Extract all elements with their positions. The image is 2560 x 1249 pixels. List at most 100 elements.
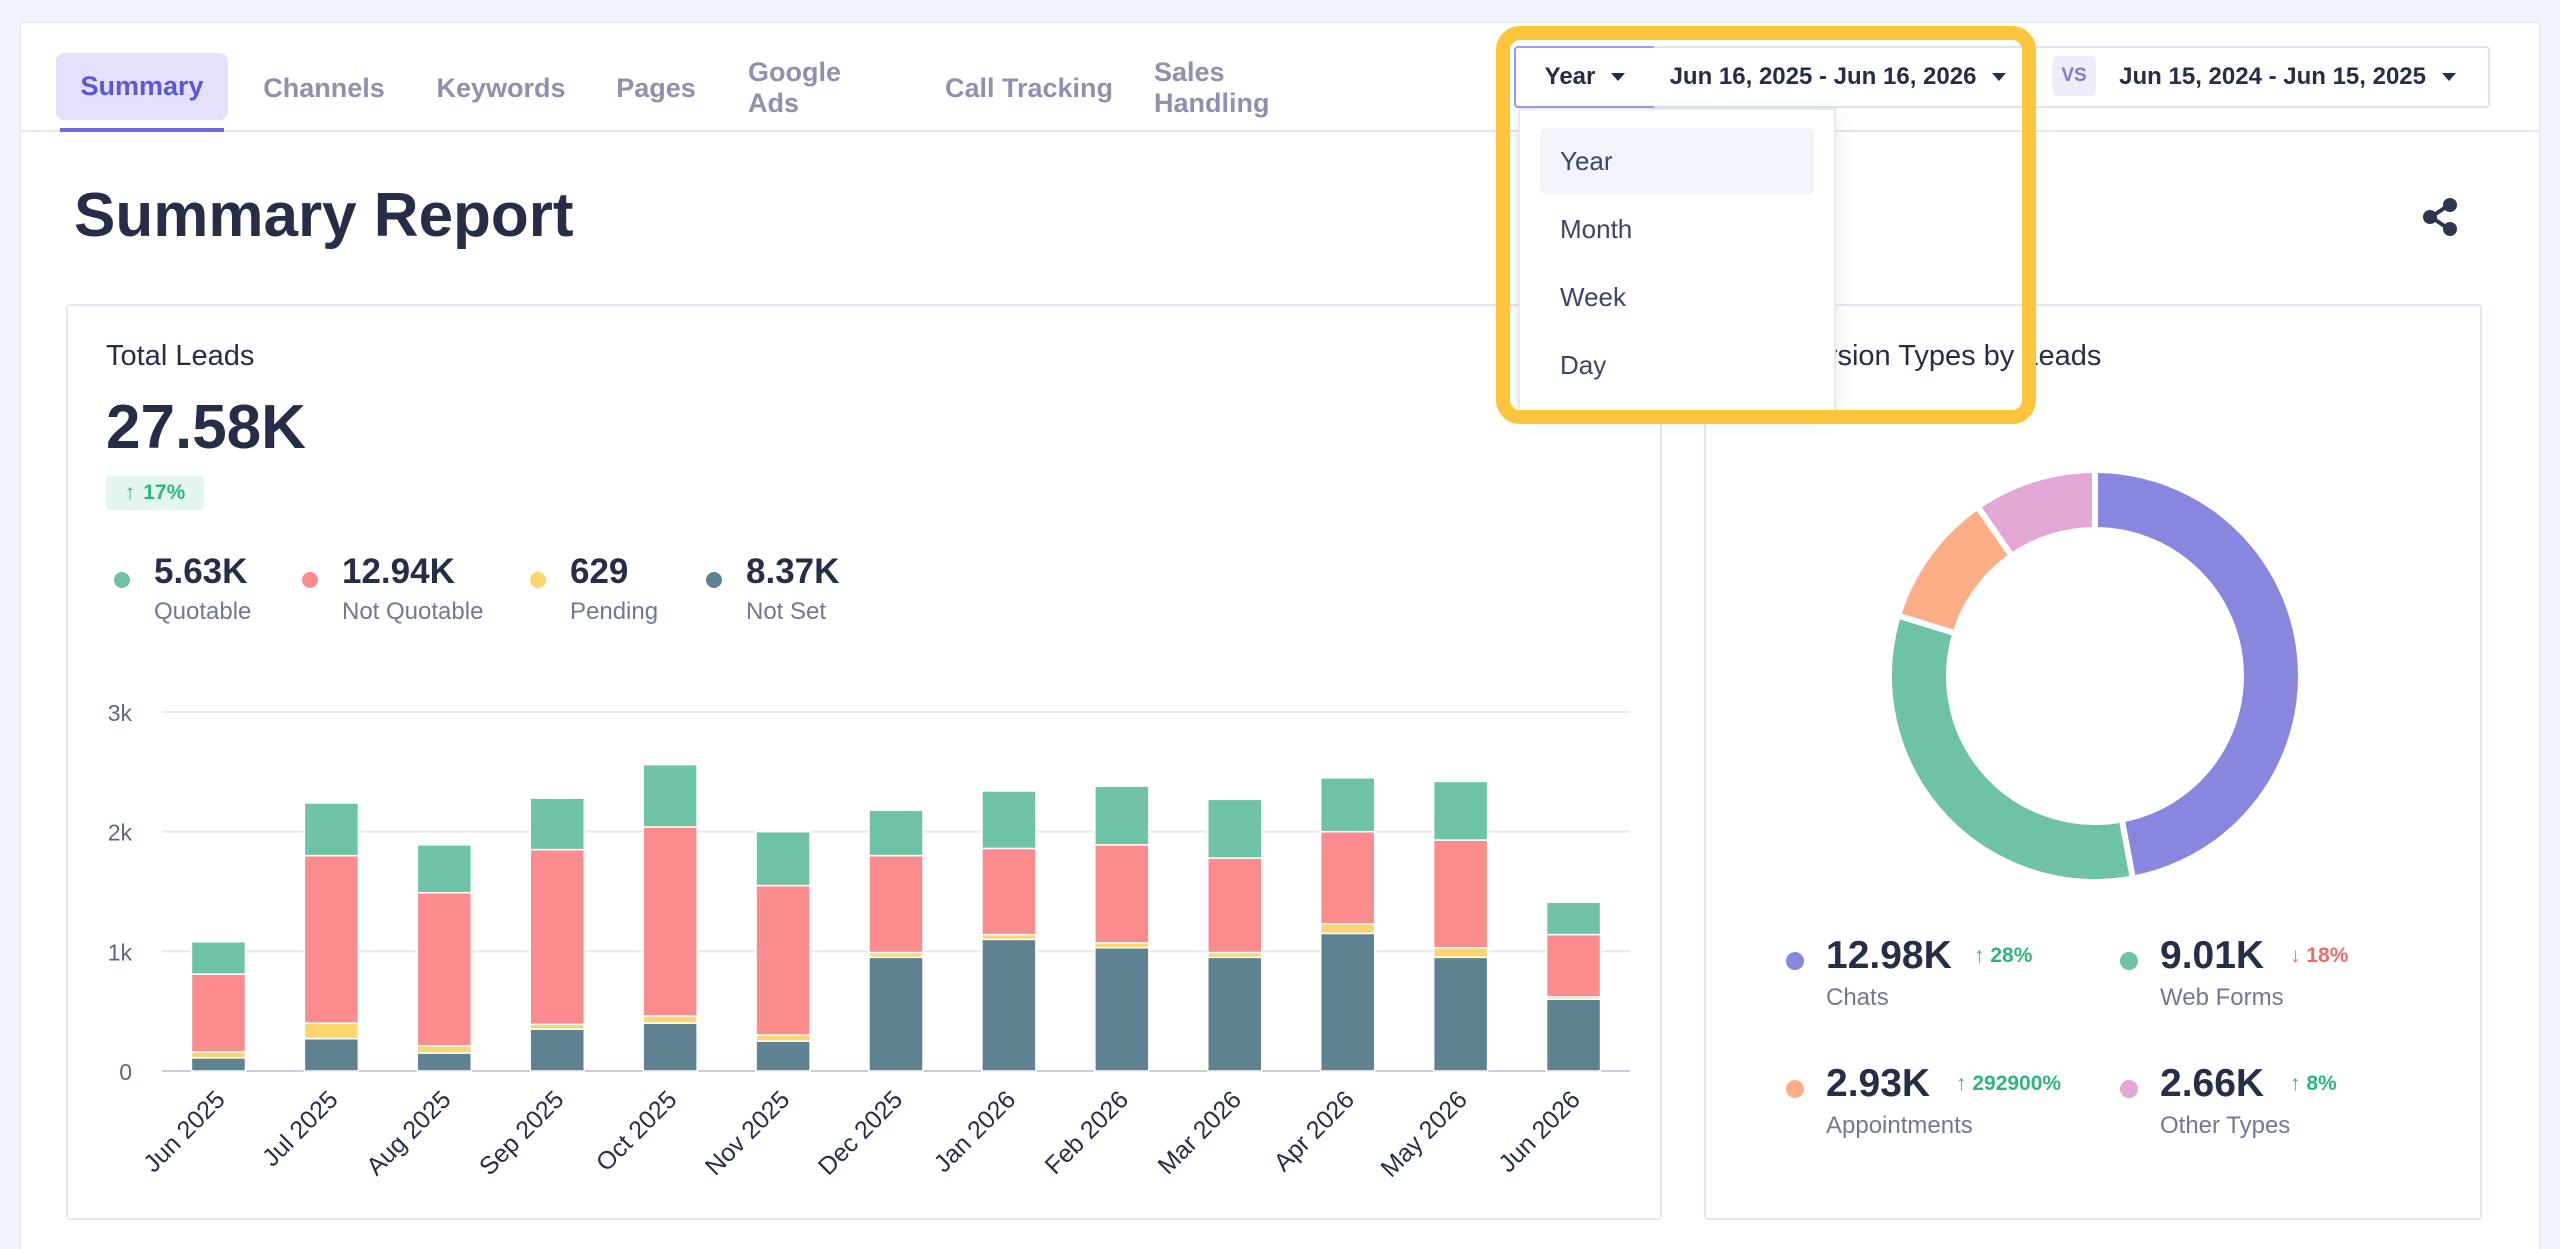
compare-range-value: Jun 15, 2024 - Jun 15, 2025 bbox=[2119, 63, 2426, 90]
bar-segment bbox=[642, 1015, 698, 1024]
tab-keywords[interactable]: Keywords bbox=[416, 44, 586, 132]
stat-value: 9.01K bbox=[2160, 934, 2265, 977]
stat-change-value: 8% bbox=[2306, 1072, 2337, 1095]
stat-label: Pending bbox=[570, 598, 659, 625]
legend-dot bbox=[706, 572, 722, 588]
bar-segment bbox=[981, 938, 1037, 1072]
period-option-day[interactable]: Day bbox=[1560, 349, 1607, 380]
bar-segment bbox=[642, 826, 698, 1017]
bar-segment bbox=[416, 844, 473, 894]
stat-label: Not Quotable bbox=[342, 598, 484, 625]
x-tick-label: May 2026 bbox=[1375, 1085, 1472, 1182]
conversion-card bbox=[1704, 304, 2482, 1220]
arrow-down-icon: ↓ bbox=[2290, 944, 2307, 967]
donut-slice bbox=[1973, 468, 2098, 561]
x-tick-label: Dec 2025 bbox=[813, 1085, 908, 1180]
x-tick-label: Nov 2025 bbox=[700, 1085, 795, 1180]
tab-sales-handling[interactable]: Sales Handling bbox=[1130, 44, 1362, 132]
bar-segment bbox=[303, 1037, 360, 1072]
period-option-month[interactable]: Month bbox=[1560, 213, 1633, 244]
share-icon[interactable] bbox=[2420, 196, 2462, 238]
bar-segment bbox=[416, 891, 473, 1047]
bar-segment bbox=[755, 830, 811, 887]
y-tick-label: 1k bbox=[108, 939, 133, 965]
stat-value: 2.66K bbox=[2160, 1062, 2265, 1105]
bar-segment bbox=[642, 763, 698, 828]
bar-segment bbox=[190, 973, 247, 1053]
period-select[interactable]: Year bbox=[1514, 46, 1656, 108]
tab-pages[interactable]: Pages bbox=[594, 44, 718, 132]
x-tick-label: Sep 2025 bbox=[474, 1085, 569, 1180]
period-dropdown-menu: Year Month Week Day bbox=[1518, 108, 1836, 414]
tab-sales-handling-label: Sales Handling bbox=[1154, 57, 1270, 118]
arrow-up-icon: ↑ bbox=[1956, 1072, 1973, 1095]
period-option-week[interactable]: Week bbox=[1560, 281, 1626, 312]
stat-change: ↑ 28% bbox=[1974, 944, 2032, 968]
stat-label: Quotable bbox=[154, 598, 252, 625]
bar-segment bbox=[1432, 839, 1489, 949]
total-leads-change-badge: ↑ 17% bbox=[106, 476, 204, 510]
tab-channels[interactable]: Channels bbox=[244, 44, 404, 132]
tab-pages-label: Pages bbox=[616, 72, 696, 103]
bar-segment bbox=[868, 854, 924, 954]
donut-slice bbox=[2092, 468, 2304, 883]
current-range-value: Jun 16, 2025 - Jun 16, 2026 bbox=[1669, 63, 1977, 90]
tab-call-tracking[interactable]: Call Tracking bbox=[918, 44, 1140, 132]
bar-segment bbox=[755, 884, 811, 1036]
y-tick-label: 3k bbox=[108, 700, 133, 726]
tab-channels-label: Channels bbox=[263, 72, 385, 103]
bar-segment bbox=[1094, 844, 1150, 944]
bar-segment bbox=[529, 848, 585, 1026]
tab-summary-label: Summary bbox=[56, 52, 228, 120]
stat-value: 629 bbox=[570, 552, 629, 591]
bar-segment bbox=[1319, 932, 1376, 1072]
bar-segment bbox=[303, 802, 360, 857]
current-range-select[interactable]: Jun 16, 2025 - Jun 16, 2026 bbox=[1654, 46, 2024, 108]
arrow-up-icon: ↑ bbox=[1974, 944, 1991, 967]
bar-segment bbox=[190, 1057, 247, 1072]
stat-change: ↑ 292900% bbox=[1956, 1072, 2061, 1096]
legend-dot bbox=[302, 572, 318, 588]
y-tick-label: 2k bbox=[108, 820, 133, 846]
vs-badge: VS bbox=[2052, 56, 2096, 96]
stat-value: 12.98K bbox=[1826, 934, 1952, 977]
x-tick-label: Jan 2026 bbox=[929, 1085, 1022, 1178]
bar-segment bbox=[981, 790, 1037, 850]
stat-value: 12.94K bbox=[342, 552, 455, 591]
tab-summary[interactable]: Summary bbox=[56, 44, 228, 132]
bar-segment bbox=[1319, 777, 1376, 833]
bar-segment bbox=[1545, 998, 1602, 1072]
total-leads-value: 27.58K bbox=[106, 393, 306, 462]
stat-change-value: 292900% bbox=[1972, 1072, 2062, 1095]
tab-google-ads[interactable]: Google Ads bbox=[724, 44, 914, 132]
donut-slice bbox=[1886, 611, 2137, 885]
legend-dot bbox=[1786, 1080, 1804, 1098]
x-tick-label: Jun 2026 bbox=[1493, 1085, 1586, 1178]
legend-dot bbox=[2120, 1080, 2138, 1098]
x-tick-label: Feb 2026 bbox=[1040, 1085, 1134, 1179]
stat-change: ↓ 18% bbox=[2290, 944, 2348, 968]
conversion-donut-chart bbox=[1886, 468, 2304, 885]
total-leads-title: Total Leads bbox=[106, 340, 255, 372]
legend-dot bbox=[1786, 952, 1804, 970]
stat-label: Not Set bbox=[746, 598, 827, 625]
bar-segment bbox=[1432, 780, 1489, 841]
stat-value: 2.93K bbox=[1826, 1062, 1931, 1105]
stat-change: ↑ 8% bbox=[2290, 1072, 2337, 1096]
bar-segment bbox=[1207, 798, 1263, 859]
chevron-down-icon bbox=[2442, 73, 2456, 81]
stat-value: 8.37K bbox=[746, 552, 840, 591]
bar-segment bbox=[1319, 830, 1376, 925]
bar-segment bbox=[529, 1028, 585, 1072]
legend-dot bbox=[530, 572, 546, 588]
x-tick-label: Aug 2025 bbox=[361, 1085, 456, 1180]
bar-segment bbox=[1545, 933, 1602, 998]
y-tick-label: 0 bbox=[119, 1059, 132, 1085]
tab-bar: Summary Channels Keywords Pages Google A… bbox=[20, 22, 2540, 132]
arrow-up-icon: ↑ bbox=[2290, 1072, 2307, 1095]
legend-dot bbox=[2120, 952, 2138, 970]
compare-range-select[interactable]: Jun 15, 2024 - Jun 15, 2025 bbox=[2022, 46, 2490, 108]
period-option-year[interactable]: Year bbox=[1540, 128, 1814, 194]
stat-value: 5.63K bbox=[154, 552, 248, 591]
bar-segment bbox=[190, 941, 247, 975]
